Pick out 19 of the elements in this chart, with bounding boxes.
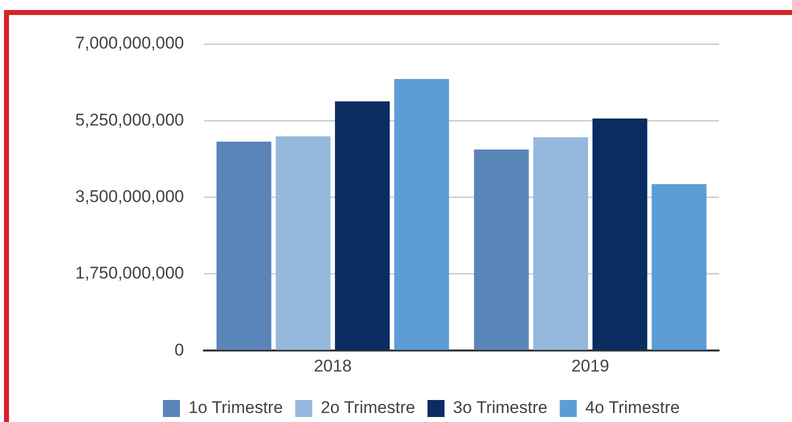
bar xyxy=(394,79,449,350)
y-tick-label: 0 xyxy=(174,340,184,360)
x-tick-label: 2018 xyxy=(314,356,352,376)
legend-label: 2o Trimestre xyxy=(320,398,416,418)
legend-label: 1o Trimestre xyxy=(188,398,283,418)
y-tick-label: 1,750,000,000 xyxy=(75,264,184,283)
legend-label: 3o Trimestre xyxy=(453,398,548,418)
y-tick-label: 5,250,000,000 xyxy=(75,110,184,130)
legend-label: 4o Trimestre xyxy=(585,398,680,418)
bar xyxy=(276,136,331,350)
bar xyxy=(652,184,706,350)
x-tick-label: 2019 xyxy=(571,356,610,376)
bar xyxy=(334,101,390,350)
bar xyxy=(533,137,588,350)
y-tick-label: 3,500,000,000 xyxy=(75,186,184,206)
bar xyxy=(216,142,272,350)
y-tick-label: 7,000,000,000 xyxy=(75,34,184,53)
bar xyxy=(474,150,529,350)
bar xyxy=(592,118,648,350)
